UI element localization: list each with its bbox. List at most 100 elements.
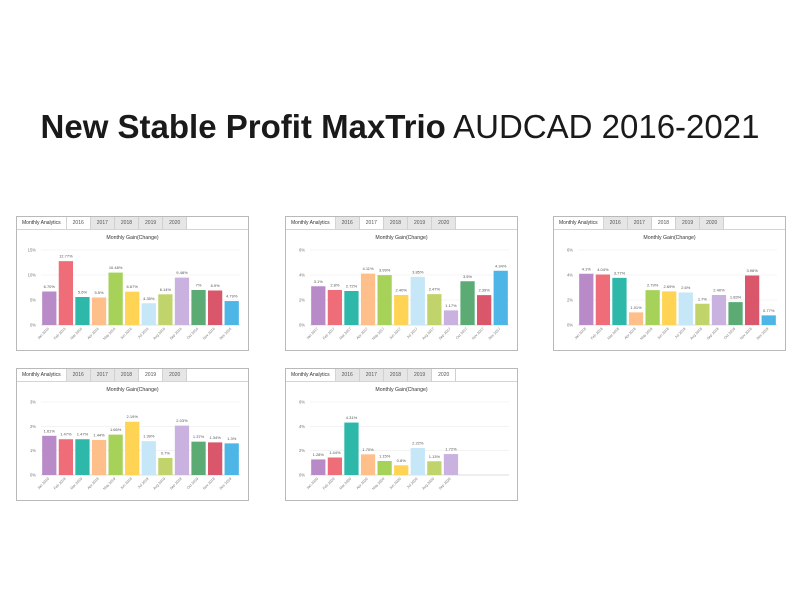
monthly-analytics-label: Monthly Analytics (554, 217, 604, 229)
x-tick-label: Dec 2019 (219, 477, 233, 491)
page-title-light: AUDCAD 2016-2021 (453, 108, 760, 145)
data-label: 1.01% (630, 305, 642, 310)
data-label: 4.79% (226, 294, 238, 299)
data-label: 2.39% (478, 288, 490, 293)
analytics-tab-bar: Monthly Analytics 2016 2017 2018 2019 2020 (17, 217, 248, 230)
tab-2019[interactable]: 2019 (139, 217, 164, 229)
tab-2019[interactable]: 2019 (408, 369, 433, 381)
y-tick-label: 1% (30, 448, 36, 453)
x-tick-label: Mar 2020 (339, 477, 353, 491)
bar (427, 294, 442, 325)
tab-2018[interactable]: 2018 (114, 369, 140, 381)
bar (744, 275, 760, 325)
data-label: 2.72% (346, 284, 358, 289)
chart-panel-2018: Monthly Analytics 2016 2017 2018 2019 2020 Mon… (553, 216, 786, 351)
tab-2016[interactable]: 2016 (603, 217, 628, 229)
data-label: 5.6% (78, 290, 88, 295)
x-tick-label: Sep 2020 (438, 477, 452, 491)
bar (579, 273, 594, 325)
tab-2018[interactable]: 2018 (383, 217, 409, 229)
x-tick-label: May 2019 (102, 477, 116, 491)
x-tick-label: Aug 2017 (421, 327, 435, 341)
tab-2016[interactable]: 2016 (66, 217, 91, 229)
data-label: 2.79% (647, 283, 659, 288)
x-tick-label: Jun 2017 (389, 327, 402, 340)
data-label: 2.03% (176, 418, 188, 423)
tab-2019[interactable]: 2019 (139, 369, 164, 381)
bar (125, 421, 140, 475)
tab-2018[interactable]: 2018 (114, 217, 140, 229)
data-label: 1.44% (93, 432, 105, 437)
bar (174, 425, 190, 475)
tab-2016[interactable]: 2016 (66, 369, 91, 381)
bar (443, 454, 459, 475)
data-label: 0.7% (161, 450, 171, 455)
tab-2018[interactable]: 2018 (651, 217, 677, 229)
y-tick-label: 6% (299, 248, 305, 253)
tab-2016[interactable]: 2016 (335, 217, 360, 229)
y-tick-label: 2% (30, 424, 36, 429)
data-label: 0.77% (763, 308, 775, 313)
data-label: 4.04% (597, 267, 609, 272)
data-label: 1.39% (143, 434, 155, 439)
tab-2017[interactable]: 2017 (90, 217, 115, 229)
x-tick-label: May 2017 (371, 327, 385, 341)
data-label: 6.70% (44, 284, 56, 289)
bar (91, 297, 107, 325)
data-label: 1.7% (698, 296, 708, 301)
bar-chart: Monthly Gain(Change) 3% 2% 1% 0% 1.61% Jan 201… (30, 387, 240, 491)
x-tick-label: May 2018 (639, 327, 653, 341)
y-tick-label: 0% (299, 323, 305, 328)
data-label: 1.28% (313, 452, 325, 457)
x-tick-label: Dec 2016 (219, 327, 233, 341)
tab-2019[interactable]: 2019 (676, 217, 701, 229)
x-tick-label: Jul 2017 (406, 327, 418, 339)
chart-title: Monthly Gain(Change) (106, 235, 158, 241)
chart-title: Monthly Gain(Change) (106, 387, 158, 393)
x-tick-label: May 2016 (102, 327, 116, 341)
x-tick-label: Feb 2016 (53, 327, 67, 341)
tab-2017[interactable]: 2017 (359, 217, 384, 229)
tab-2016[interactable]: 2016 (335, 369, 360, 381)
tab-2020[interactable]: 2020 (163, 217, 188, 229)
data-label: 10.48% (109, 265, 123, 270)
bar-chart: Monthly Gain(Change) 6% 4% 2% 0% 4.1% Jan 2018… (567, 235, 777, 341)
y-tick-label: 0% (30, 323, 36, 328)
bar (678, 292, 693, 325)
data-label: 1.47% (77, 432, 89, 437)
x-tick-label: Dec 2017 (488, 327, 502, 341)
x-tick-label: Jul 2016 (137, 327, 149, 339)
bar (91, 439, 107, 475)
tab-2017[interactable]: 2017 (627, 217, 652, 229)
data-label: 1.44% (329, 450, 341, 455)
tab-2018[interactable]: 2018 (383, 369, 409, 381)
tab-2019[interactable]: 2019 (408, 217, 433, 229)
tab-2017[interactable]: 2017 (90, 369, 115, 381)
bar (141, 441, 156, 475)
analytics-tab-bar: Monthly Analytics 2016 2017 2018 2019 2020 (17, 369, 248, 382)
bar (728, 302, 743, 325)
tab-2020[interactable]: 2020 (432, 217, 457, 229)
data-label: 6.14% (160, 287, 172, 292)
data-label: 1.37% (193, 434, 205, 439)
page-title: New Stable Profit MaxTrio AUDCAD 2016-20… (0, 108, 800, 146)
tab-2020[interactable]: 2020 (432, 369, 457, 381)
data-label: 4.35% (143, 296, 155, 301)
bar (443, 310, 459, 325)
x-tick-label: Aug 2020 (421, 477, 435, 491)
tab-2020[interactable]: 2020 (700, 217, 725, 229)
x-tick-label: Oct 2016 (186, 327, 199, 340)
y-tick-label: 5% (30, 298, 36, 303)
tab-2017[interactable]: 2017 (359, 369, 384, 381)
bar (108, 434, 123, 475)
data-label: 1.47% (60, 432, 72, 437)
tab-2020[interactable]: 2020 (163, 369, 188, 381)
data-label: 1.15% (379, 454, 391, 459)
y-tick-label: 4% (299, 424, 305, 429)
bar (327, 290, 343, 325)
bar-chart: Monthly Gain(Change) 6% 4% 2% 0% 1.28% Jan 202… (299, 387, 509, 491)
data-label: 3.1% (314, 279, 324, 284)
data-label: 4.31% (346, 415, 358, 420)
data-label: 2.8% (330, 283, 340, 288)
bar (108, 272, 123, 325)
